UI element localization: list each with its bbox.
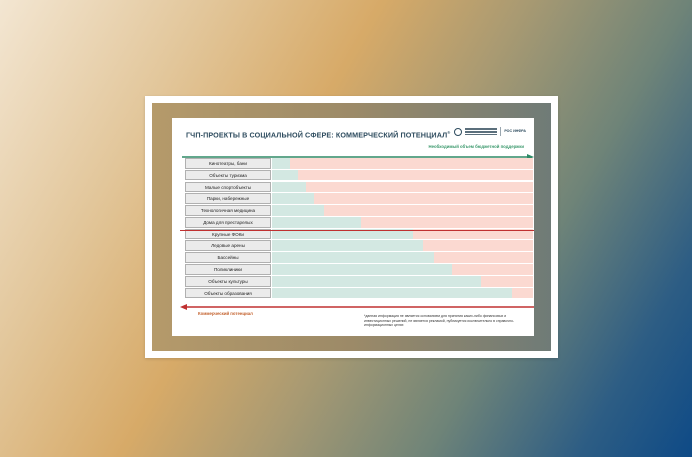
logo-separator: [500, 127, 502, 137]
bar-area: [272, 158, 533, 299]
bar-row: [272, 158, 533, 169]
bar-row: [272, 275, 533, 287]
category-label: Дома для престарелых: [185, 216, 271, 228]
category-label: Малые спортобъекты: [185, 181, 271, 193]
category-label: Бассейны: [185, 252, 271, 263]
bar: [272, 193, 314, 205]
bar: [272, 169, 299, 181]
bar: [272, 158, 291, 169]
bar-row: [272, 169, 533, 181]
logo-wordmark: [465, 127, 498, 137]
slide-title: ГЧП-ПРОЕКТЫ В СОЦИАЛЬНОЙ СФЕРЕ: КОММЕРЧЕ…: [186, 130, 450, 139]
divider-line: [180, 230, 534, 231]
bar: [272, 275, 481, 287]
category-label: Ледовые арены: [185, 240, 271, 252]
title-mark: ®: [447, 130, 451, 135]
bottom-axis-label: Коммерческий потенциал: [198, 311, 253, 316]
top-axis-label: Необходимый объем бюджетной поддержки: [428, 144, 524, 149]
logo-box: РОС ИНФРА: [504, 128, 526, 133]
category-label: Объекты культуры: [185, 275, 271, 287]
bar: [272, 216, 361, 228]
category-label: Объекты образования: [185, 287, 271, 299]
bar-row: [272, 181, 533, 193]
bar-row: [272, 240, 533, 252]
category-label: Объекты туризма: [185, 169, 271, 181]
bar: [272, 240, 424, 252]
bar: [272, 205, 325, 216]
category-label: Парки, набережные: [185, 193, 271, 205]
category-labels: Кинотеатры, бани Объекты туризма Малые спо…: [185, 158, 271, 299]
bar-row: [272, 205, 533, 216]
bar: [272, 228, 413, 240]
bar-row: [272, 264, 533, 275]
category-label: Поликлиники: [185, 264, 271, 275]
bar-row: [272, 287, 533, 299]
bar: [272, 252, 434, 263]
slide-title-text: ГЧП-ПРОЕКТЫ В СОЦИАЛЬНОЙ СФЕРЕ: КОММЕРЧЕ…: [186, 130, 448, 140]
bar-row: [272, 216, 533, 228]
bar: [272, 287, 513, 299]
category-label: Крупные ФОКи: [185, 228, 271, 240]
logo: РОС ИНФРА: [454, 127, 526, 137]
category-label: Технологичная медицина: [185, 205, 271, 216]
category-label: Кинотеатры, бани: [185, 158, 271, 169]
bar-row: [272, 228, 533, 240]
bar: [272, 181, 306, 193]
logo-circle-icon: [454, 127, 463, 136]
left-arrow-icon: [180, 304, 534, 310]
slide: ГЧП-ПРОЕКТЫ В СОЦИАЛЬНОЙ СФЕРЕ: КОММЕРЧЕ…: [172, 118, 534, 336]
bar-row: [272, 252, 533, 263]
bar-row: [272, 193, 533, 205]
bar: [272, 264, 453, 275]
footnote: *данная информация не является основание…: [364, 314, 515, 328]
